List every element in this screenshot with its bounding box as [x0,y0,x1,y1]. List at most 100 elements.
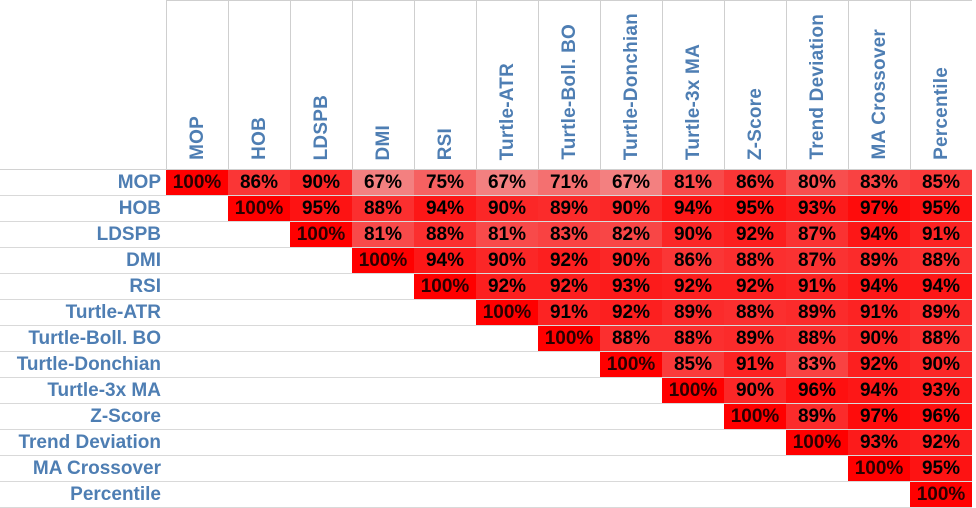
column-header-label: LDSPB [310,94,332,160]
empty-cell [786,481,848,508]
heatmap-cell: 94% [662,195,724,222]
cell-unit: % [943,197,961,219]
empty-cell [414,403,476,430]
cell-unit: % [762,405,780,427]
cell-unit: % [509,197,527,219]
empty-cell [724,481,786,508]
empty-cell [290,377,352,404]
cell-value: 93 [611,275,634,297]
cell-value: 81 [673,171,696,193]
cell-unit: % [447,249,465,271]
cell-unit: % [571,197,589,219]
column-header-label: Turtle-3x MA [682,43,704,160]
cell-unit: % [695,171,713,193]
empty-cell [166,221,228,248]
column-header-label: Turtle-Boll. BO [558,24,580,160]
cell-unit: % [881,275,899,297]
cell-unit: % [881,431,899,453]
cell-value: 92 [549,249,572,271]
empty-cell [166,247,228,274]
cell-value: 89 [797,301,820,323]
cell-unit: % [390,249,408,271]
empty-cell [538,403,600,430]
heatmap-cell: 93% [600,273,662,300]
cell-value: 100 [916,483,949,505]
table-row: Percentile 100% [0,481,972,508]
row-label: Turtle-ATR [0,299,166,326]
cell-value: 80 [797,171,820,193]
heatmap-cell: 67% [600,169,662,196]
heatmap-cell: 88% [352,195,414,222]
cell-value: 88 [921,327,944,349]
cell-unit: % [881,327,899,349]
cell-unit: % [695,275,713,297]
empty-cell [476,455,538,482]
heatmap-cell: 96% [786,377,848,404]
cell-unit: % [943,249,961,271]
table-row: Turtle-ATR 100% 91% 92% 89% 88% 89% 91% 89% [0,299,972,326]
cell-unit: % [943,353,961,375]
column-header-label: MA Crossover [868,29,890,160]
cell-unit: % [943,327,961,349]
heatmap-cell: 82% [600,221,662,248]
empty-cell [352,455,414,482]
table-row: Turtle-Donchian 100% 85% 91% 83% 92% 90% [0,351,972,378]
cell-value: 100 [730,405,763,427]
heatmap-cell: 100% [166,169,228,196]
cell-unit: % [695,249,713,271]
cell-value: 86 [673,249,696,271]
cell-unit: % [266,197,284,219]
heatmap-cell: 86% [228,169,290,196]
cell-value: 90 [611,249,634,271]
cell-unit: % [819,275,837,297]
cell-unit: % [261,171,279,193]
column-header-label: Turtle-Donchian [620,12,642,160]
empty-cell [538,455,600,482]
column-header: RSI [413,0,476,170]
empty-cell [228,325,290,352]
cell-value: 97 [859,197,882,219]
table-row: LDSPB 100% 81% 88% 81% 83% 82% 90% 92% 87% 94% 91% [0,221,972,248]
heatmap-cell: 92% [538,247,600,274]
heatmap-cell: 92% [910,429,972,456]
heatmap-cell: 90% [910,351,972,378]
column-header: Turtle-ATR [475,0,538,170]
cell-unit: % [881,171,899,193]
cell-unit: % [819,249,837,271]
cell-unit: % [633,275,651,297]
cell-unit: % [819,353,837,375]
cell-unit: % [509,223,527,245]
empty-cell [352,299,414,326]
cell-value: 94 [921,275,944,297]
row-label: Trend Deviation [0,429,166,456]
cell-value: 94 [859,223,882,245]
empty-cell [290,325,352,352]
cell-value: 90 [673,223,696,245]
cell-value: 90 [301,171,324,193]
heatmap-cell: 89% [910,299,972,326]
cell-value: 92 [921,431,944,453]
empty-cell [600,455,662,482]
column-header: DMI [351,0,414,170]
column-header: Turtle-3x MA [661,0,724,170]
cell-value: 85 [921,171,944,193]
heatmap-cell: 100% [848,455,910,482]
heatmap-cell: 91% [786,273,848,300]
cell-value: 94 [859,379,882,401]
cell-value: 87 [797,223,820,245]
empty-cell [724,455,786,482]
heatmap-cell: 95% [910,195,972,222]
heatmap-cell: 94% [848,377,910,404]
cell-unit: % [757,353,775,375]
column-header-label: Turtle-ATR [496,62,518,160]
empty-cell [166,195,228,222]
cell-value: 94 [859,275,882,297]
empty-cell [228,429,290,456]
cell-value: 90 [735,379,758,401]
heatmap-cell: 90% [662,221,724,248]
heatmap-cell: 83% [848,169,910,196]
cell-value: 83 [859,171,882,193]
empty-cell [352,325,414,352]
table-row: Turtle-Boll. BO 100% 88% 88% 89% 88% 90% 88% [0,325,972,352]
cell-unit: % [633,327,651,349]
